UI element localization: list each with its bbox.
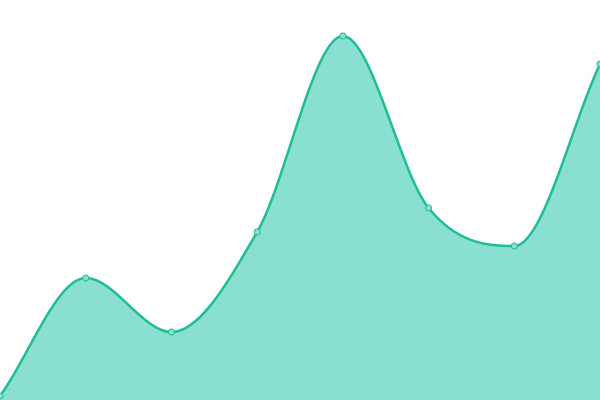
area-fill [0,36,600,400]
data-points [0,32,600,400]
data-point-1 [82,274,90,282]
data-point-0 [0,392,4,400]
data-point-5 [425,204,433,212]
data-point-6 [510,242,518,250]
data-point-2 [167,328,175,336]
data-point-7 [596,60,600,68]
data-point-3 [253,228,261,236]
data-point-4 [339,32,347,40]
